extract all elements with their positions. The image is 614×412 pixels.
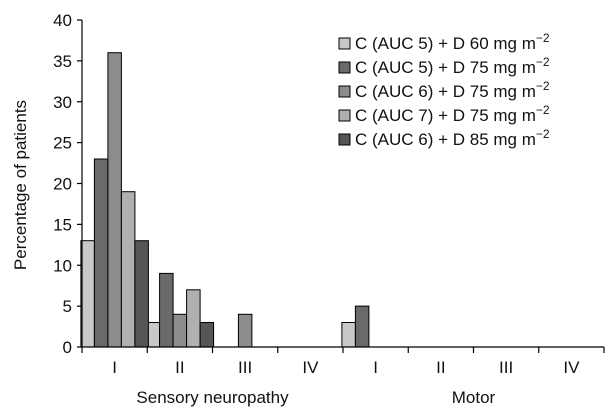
x-group-label: Sensory neuropathy: [136, 388, 289, 407]
y-tick-label: 0: [63, 338, 72, 357]
legend-label: C (AUC 5) + D 75 mg m−2: [355, 55, 550, 77]
bar-s3-c3: [237, 313, 253, 348]
bar-s2-c1: [93, 158, 109, 348]
legend-label: C (AUC 7) + D 75 mg m−2: [355, 103, 550, 125]
legend-swatch: [338, 37, 351, 50]
legend-label: C (AUC 6) + D 85 mg m−2: [355, 127, 550, 149]
x-category-label: IV: [302, 358, 319, 377]
x-category-label: III: [499, 358, 513, 377]
x-category-label: III: [238, 358, 252, 377]
bar-s1-c5: [341, 322, 356, 348]
y-tick-label: 40: [53, 11, 72, 30]
y-tick-label: 5: [63, 297, 72, 316]
bar-s2-c2: [159, 272, 174, 348]
legend-swatch: [338, 133, 351, 146]
legend-swatch: [338, 61, 351, 74]
legend: C (AUC 5) + D 60 mg m−2C (AUC 5) + D 75 …: [338, 31, 550, 149]
y-axis-label: Percentage of patients: [11, 100, 30, 270]
bar-s5-c2: [199, 322, 215, 348]
x-category-label: I: [373, 358, 378, 377]
bar-s3-c1: [107, 52, 122, 348]
legend-label: C (AUC 6) + D 75 mg m−2: [355, 79, 550, 101]
y-tick-label: 25: [53, 134, 72, 153]
legend-label: C (AUC 5) + D 60 mg m−2: [355, 31, 550, 53]
y-tick-label: 10: [53, 256, 72, 275]
legend-swatch: [338, 85, 351, 98]
y-tick-label: 30: [53, 93, 72, 112]
x-category-label: II: [175, 358, 184, 377]
bar-s1-c1: [80, 240, 95, 348]
y-tick-label: 35: [53, 52, 72, 71]
bar-s3-c2: [172, 313, 188, 348]
bar-s2-c5: [354, 305, 370, 348]
x-category-label: II: [436, 358, 445, 377]
x-group-label: Motor: [452, 388, 496, 407]
y-tick-label: 15: [53, 215, 72, 234]
x-category-label: I: [112, 358, 117, 377]
bar-s4-c2: [186, 289, 201, 348]
legend-swatch: [338, 109, 351, 122]
y-tick-label: 20: [53, 175, 72, 194]
bar-s4-c1: [120, 191, 136, 348]
bar-s5-c1: [134, 240, 149, 348]
bars-layer: [80, 52, 370, 348]
x-category-label: IV: [563, 358, 580, 377]
